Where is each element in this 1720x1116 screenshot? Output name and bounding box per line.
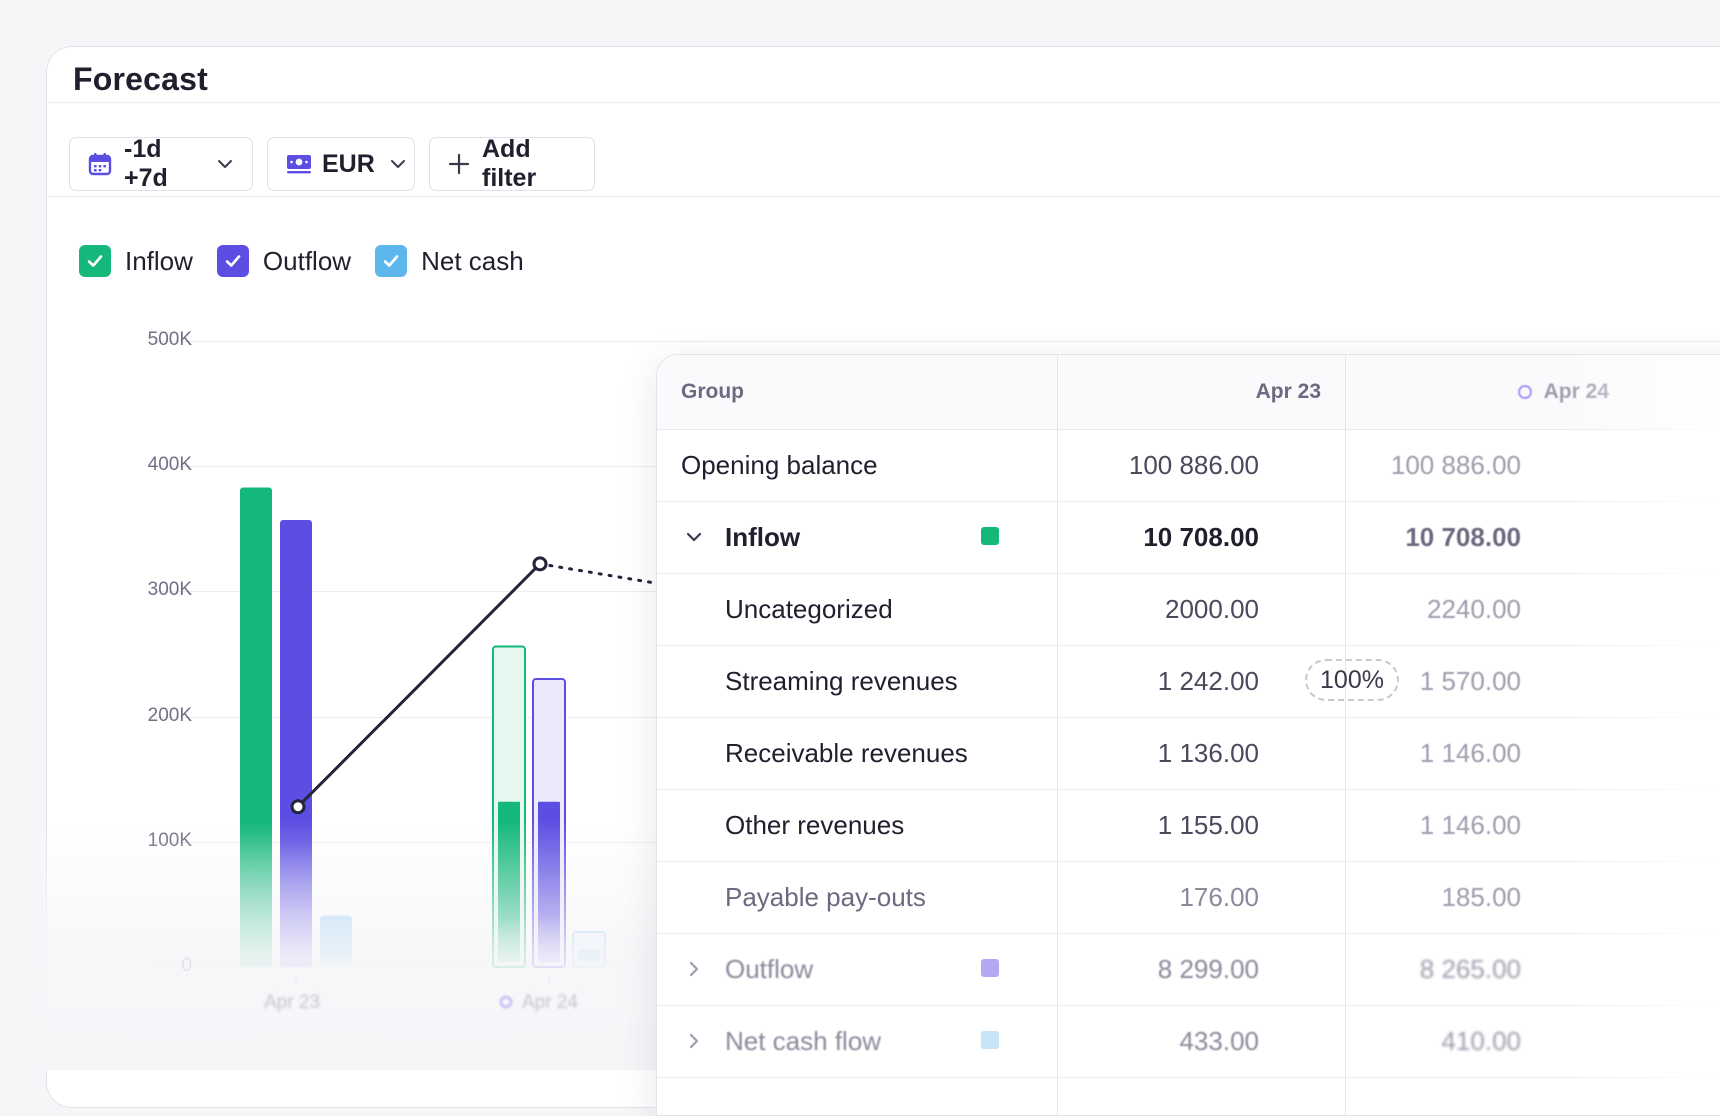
chevron-down-icon[interactable] bbox=[685, 528, 703, 546]
table-row[interactable]: Net cash flow 433.00 410.00 bbox=[657, 1005, 1720, 1078]
currency-label: EUR bbox=[322, 149, 375, 178]
money-icon bbox=[287, 155, 311, 174]
chevron-right-icon[interactable] bbox=[685, 960, 703, 978]
chevron-down-icon bbox=[390, 160, 405, 168]
y-tick-label: 400K bbox=[147, 454, 192, 476]
value-apr24: 1 146.00 bbox=[1419, 809, 1521, 840]
calendar-icon bbox=[88, 153, 112, 176]
chevron-down-icon bbox=[218, 160, 232, 168]
value-apr23: 176.00 bbox=[1179, 881, 1259, 912]
value-apr24: 2240.00 bbox=[1427, 593, 1521, 624]
add-filter-button[interactable]: Add filter bbox=[429, 135, 595, 192]
value-apr24: 10 708.00 bbox=[1405, 521, 1521, 552]
bar-net-cash-0[interactable] bbox=[320, 915, 352, 967]
legend-label: Net cash bbox=[421, 245, 524, 276]
value-apr24: 100 886.00 bbox=[1390, 449, 1521, 480]
bar-inflow-1-inner[interactable] bbox=[498, 801, 520, 962]
value-apr24: 1 570.00 bbox=[1419, 665, 1521, 696]
table-row: Other revenues 1 155.00 1 146.00 bbox=[657, 789, 1720, 862]
value-apr23: 2000.00 bbox=[1165, 593, 1259, 624]
table-row: Opening balance 100 886.00 100 886.00 bbox=[657, 429, 1720, 502]
date-range-dropdown[interactable]: -1d +7d bbox=[69, 135, 253, 192]
forecast-marker-icon bbox=[500, 996, 512, 1008]
check-icon bbox=[383, 255, 399, 267]
value-apr24: 410.00 bbox=[1441, 1025, 1521, 1056]
checkbox[interactable] bbox=[375, 245, 408, 277]
row-label: Other revenues bbox=[725, 809, 905, 840]
value-apr23: 1 136.00 bbox=[1157, 737, 1259, 768]
net-line bbox=[296, 562, 542, 808]
row-label: Uncategorized bbox=[725, 593, 893, 624]
row-label: Payable pay-outs bbox=[725, 881, 926, 912]
currency-dropdown[interactable]: EUR bbox=[267, 137, 415, 191]
chevron-right-icon[interactable] bbox=[685, 1032, 703, 1050]
table-row[interactable]: Outflow 8 299.00 8 265.00 bbox=[657, 933, 1720, 1006]
header-apr24: Apr 24 bbox=[657, 355, 1609, 429]
value-apr23: 10 708.00 bbox=[1143, 521, 1259, 552]
header-group: Group bbox=[681, 380, 744, 403]
bar-outflow-0[interactable] bbox=[280, 520, 312, 967]
row-label: Net cash flow bbox=[725, 1025, 882, 1056]
value-apr23: 1 155.00 bbox=[1157, 809, 1259, 840]
legend-label: Outflow bbox=[262, 245, 352, 276]
check-icon bbox=[87, 255, 103, 267]
group-color-swatch bbox=[981, 959, 999, 977]
net-line-point[interactable] bbox=[532, 556, 548, 572]
plus-icon bbox=[448, 153, 470, 175]
column-divider bbox=[1057, 355, 1058, 1115]
table-row: Payable pay-outs 176.00 185.00 bbox=[657, 861, 1720, 934]
value-apr23: 8 299.00 bbox=[1157, 953, 1259, 984]
value-apr23: 1 242.00 bbox=[1157, 665, 1259, 696]
checkbox[interactable] bbox=[79, 245, 111, 277]
table-row: Uncategorized 2000.00 2240.00 bbox=[657, 573, 1720, 646]
net-line-point[interactable] bbox=[290, 799, 306, 815]
value-apr23: 433.00 bbox=[1179, 1025, 1259, 1056]
header-apr23: Apr 23 bbox=[1255, 380, 1321, 403]
value-apr23: 100 886.00 bbox=[1128, 449, 1259, 480]
forecast-table: Group Apr 23 Apr 24 Opening balance 100 8… bbox=[656, 354, 1720, 1116]
row-label: Receivable revenues bbox=[725, 737, 968, 768]
legend-label: Inflow bbox=[125, 245, 193, 276]
bar-outflow-1-inner[interactable] bbox=[538, 801, 560, 962]
card-title: Forecast bbox=[73, 61, 208, 97]
table-header: Group Apr 23 Apr 24 bbox=[657, 355, 1720, 430]
checkbox[interactable] bbox=[216, 245, 249, 277]
row-label: Streaming revenues bbox=[725, 665, 958, 696]
row-label: Opening balance bbox=[681, 449, 878, 480]
legend-item-net-cash[interactable]: Net cash bbox=[375, 245, 524, 277]
table-row[interactable]: Inflow 10 708.00 10 708.00 bbox=[657, 501, 1720, 574]
y-tick-label: 300K bbox=[147, 579, 192, 601]
forecast-marker-icon bbox=[1517, 385, 1532, 399]
gridline bbox=[154, 341, 1720, 342]
bar-inflow-0[interactable] bbox=[240, 487, 272, 967]
x-tick-label: Apr 24 bbox=[500, 992, 578, 1014]
table-row: Streaming revenues 1 242.00 1 570.00 100% bbox=[657, 645, 1720, 718]
bar-net-cash-1-inner[interactable] bbox=[578, 949, 600, 962]
x-tick-text: Apr 24 bbox=[522, 992, 578, 1013]
y-tick-label: 500K bbox=[147, 329, 192, 350]
legend-item-inflow[interactable]: Inflow bbox=[79, 245, 193, 277]
net-line-projection bbox=[538, 562, 662, 586]
divider bbox=[47, 102, 1720, 103]
header-apr24-text: Apr 24 bbox=[1543, 380, 1609, 403]
chart-legend: Inflow Outflow Net cash bbox=[79, 245, 548, 277]
value-apr24: 8 265.00 bbox=[1419, 953, 1521, 984]
divider bbox=[47, 196, 1720, 197]
group-color-swatch bbox=[981, 527, 999, 545]
value-apr24: 1 146.00 bbox=[1419, 737, 1521, 768]
group-color-swatch bbox=[981, 1031, 999, 1049]
date-range-label: -1d +7d bbox=[124, 135, 168, 192]
row-label: Inflow bbox=[725, 521, 801, 552]
percent-badge[interactable]: 100% bbox=[1305, 659, 1399, 701]
y-tick-label: 200K bbox=[147, 704, 192, 726]
value-apr24: 185.00 bbox=[1441, 881, 1521, 912]
row-label: Outflow bbox=[725, 953, 814, 984]
check-icon bbox=[225, 255, 241, 267]
add-filter-label: Add filter bbox=[482, 135, 537, 192]
table-row: Receivable revenues 1 136.00 1 146.00 bbox=[657, 717, 1720, 790]
legend-item-outflow[interactable]: Outflow bbox=[216, 245, 352, 277]
column-divider bbox=[1345, 355, 1346, 1115]
x-tick-label: Apr 23 bbox=[264, 992, 320, 1013]
